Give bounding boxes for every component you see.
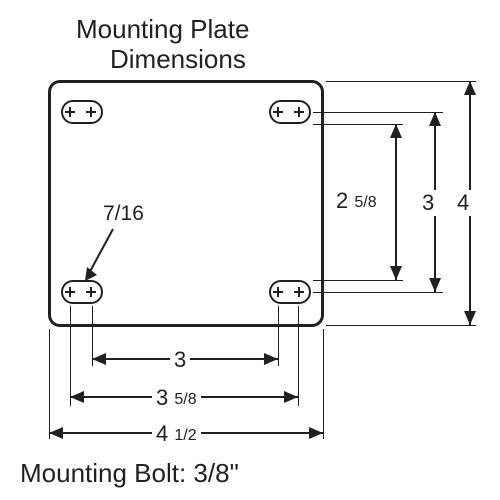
arrow-left-icon bbox=[70, 391, 84, 403]
extension-line bbox=[326, 81, 476, 82]
arrow-right-icon bbox=[309, 427, 323, 439]
center-mark-icon bbox=[294, 107, 304, 117]
diagram-canvas: Mounting Plate Dimensions 7/16 2 5/8 3 bbox=[0, 0, 500, 500]
dim-h-inner: 3 bbox=[170, 347, 190, 373]
extension-line bbox=[313, 292, 443, 293]
center-mark-icon bbox=[86, 107, 96, 117]
arrow-left-icon bbox=[49, 427, 63, 439]
center-mark-icon bbox=[294, 287, 304, 297]
arrow-up-icon bbox=[429, 112, 441, 126]
center-mark-icon bbox=[273, 107, 283, 117]
arrow-left-icon bbox=[92, 353, 106, 365]
dimension-line-v-inner bbox=[395, 124, 397, 280]
dim-v-mid: 3 bbox=[418, 190, 438, 216]
arrow-down-icon bbox=[464, 311, 476, 325]
extension-line bbox=[323, 329, 324, 439]
arrow-up-icon bbox=[464, 81, 476, 95]
title-line-2: Dimensions bbox=[110, 44, 246, 75]
extension-line bbox=[313, 280, 403, 281]
dim-whole: 2 bbox=[336, 188, 348, 213]
footer-bolt-spec: Mounting Bolt: 3/8" bbox=[20, 458, 239, 489]
dim-v-inner: 2 5/8 bbox=[332, 188, 381, 214]
dim-h-mid: 3 5/8 bbox=[152, 385, 201, 411]
extension-line bbox=[278, 306, 279, 366]
arrow-right-icon bbox=[264, 353, 278, 365]
title-line-1: Mounting Plate bbox=[76, 14, 249, 45]
extension-line bbox=[298, 306, 299, 406]
extension-line bbox=[49, 329, 50, 439]
dim-fraction: 5/8 bbox=[354, 194, 376, 211]
arrow-up-icon bbox=[390, 124, 402, 138]
dim-h-outer: 4 1/2 bbox=[152, 421, 201, 447]
arrow-down-icon bbox=[390, 266, 402, 280]
dim-whole: 4 bbox=[156, 421, 168, 446]
dim-whole: 3 bbox=[156, 385, 168, 410]
arrow-right-icon bbox=[284, 391, 298, 403]
center-mark-icon bbox=[273, 287, 283, 297]
center-mark-icon bbox=[65, 107, 75, 117]
dim-fraction: 1/2 bbox=[174, 427, 196, 444]
dim-fraction: 5/8 bbox=[174, 391, 196, 408]
center-mark-icon bbox=[65, 287, 75, 297]
extension-line bbox=[313, 112, 443, 113]
dim-v-outer: 4 bbox=[453, 190, 473, 216]
arrow-down-icon bbox=[429, 278, 441, 292]
extension-line bbox=[326, 325, 476, 326]
bolt-hole-size-label: 7/16 bbox=[103, 202, 144, 226]
